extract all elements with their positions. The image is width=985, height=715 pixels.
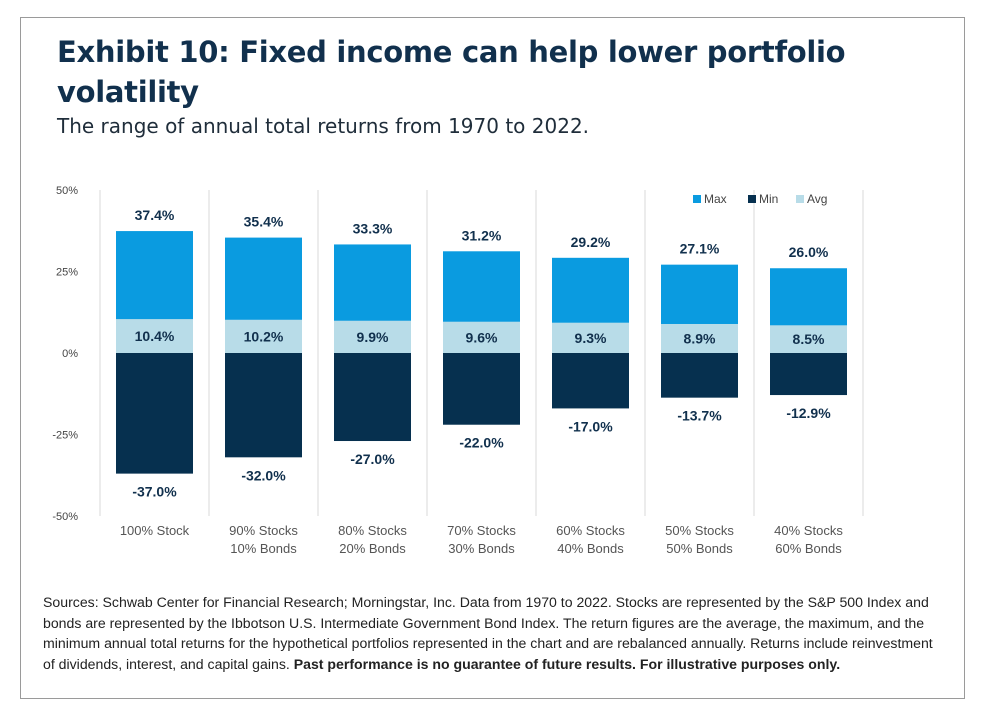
data-label-max: 27.1% [680,241,720,257]
x-tick-label: 70% Stocks [447,523,516,538]
data-label-avg: 9.9% [357,329,389,345]
sources-footnote: Sources: Schwab Center for Financial Res… [43,592,948,674]
data-label-max: 37.4% [135,207,175,223]
x-tick-label: 60% Stocks [556,523,625,538]
x-tick-label: 20% Bonds [339,541,406,556]
bar-min [334,353,411,442]
returns-bar-chart: 50% 25% 0% -25% -50% 37.4% 10.4% -37.0% 100% Sto… [52,185,864,556]
y-tick-label: 0% [62,348,78,360]
data-label-avg: 10.4% [135,328,175,344]
legend-swatch [796,195,804,203]
bar-avg [770,325,847,353]
y-tick-label: 50% [56,185,78,197]
exhibit-frame [20,17,965,699]
y-tick-label: 25% [56,267,78,279]
bar-min [661,353,738,398]
x-tick-label: 40% Stocks [774,523,843,538]
legend-swatch [748,195,756,203]
x-tick-label: 40% Bonds [557,541,624,556]
data-label-min: -22.0% [459,435,504,451]
x-tick-label: 80% Stocks [338,523,407,538]
legend-swatch [693,195,701,203]
data-label-avg: 9.6% [466,329,498,345]
bar-min [770,353,847,396]
data-label-min: -17.0% [568,418,613,434]
legend-label: Avg [807,192,827,206]
data-label-avg: 10.2% [244,328,284,344]
x-tick-label: 100% Stock [120,523,190,538]
data-label-min: -13.7% [677,408,722,424]
y-tick-label: -50% [52,511,78,523]
data-label-max: 31.2% [462,227,502,243]
y-tick-label: -25% [52,430,78,442]
bar-avg [225,319,302,353]
data-label-max: 29.2% [571,234,611,250]
footnote-disclaimer: Past performance is no guarantee of futu… [293,655,841,672]
x-tick-label: 50% Bonds [666,541,733,556]
bar-avg [552,322,629,353]
legend-label: Min [759,192,778,206]
data-label-avg: 8.5% [793,331,825,347]
x-tick-label: 10% Bonds [230,541,297,556]
legend-label: Max [704,192,727,206]
data-label-min: -32.0% [241,467,286,483]
bar-avg [334,320,411,353]
bar-avg [443,321,520,353]
bar-min [552,353,629,409]
bar-min [443,353,520,425]
chart-title: Exhibit 10: Fixed income can help lower … [57,35,846,109]
data-label-max: 33.3% [353,220,393,236]
data-label-max: 26.0% [789,244,829,260]
data-label-min: -12.9% [786,405,831,421]
data-label-avg: 8.9% [684,330,716,346]
x-tick-label: 30% Bonds [448,541,515,556]
data-label-max: 35.4% [244,214,284,230]
data-label-min: -27.0% [350,451,395,467]
x-tick-label: 60% Bonds [775,541,842,556]
footnote-text: Sources: Schwab Center for Financial Res… [43,594,933,672]
data-label-avg: 9.3% [575,330,607,346]
data-label-min: -37.0% [132,484,177,500]
chart-subtitle: The range of annual total returns from 1… [57,114,590,138]
bar-min [116,353,193,474]
bar-avg [116,319,193,353]
bar-min [225,353,302,458]
x-tick-label: 90% Stocks [229,523,298,538]
x-tick-label: 50% Stocks [665,523,734,538]
bar-avg [661,323,738,353]
